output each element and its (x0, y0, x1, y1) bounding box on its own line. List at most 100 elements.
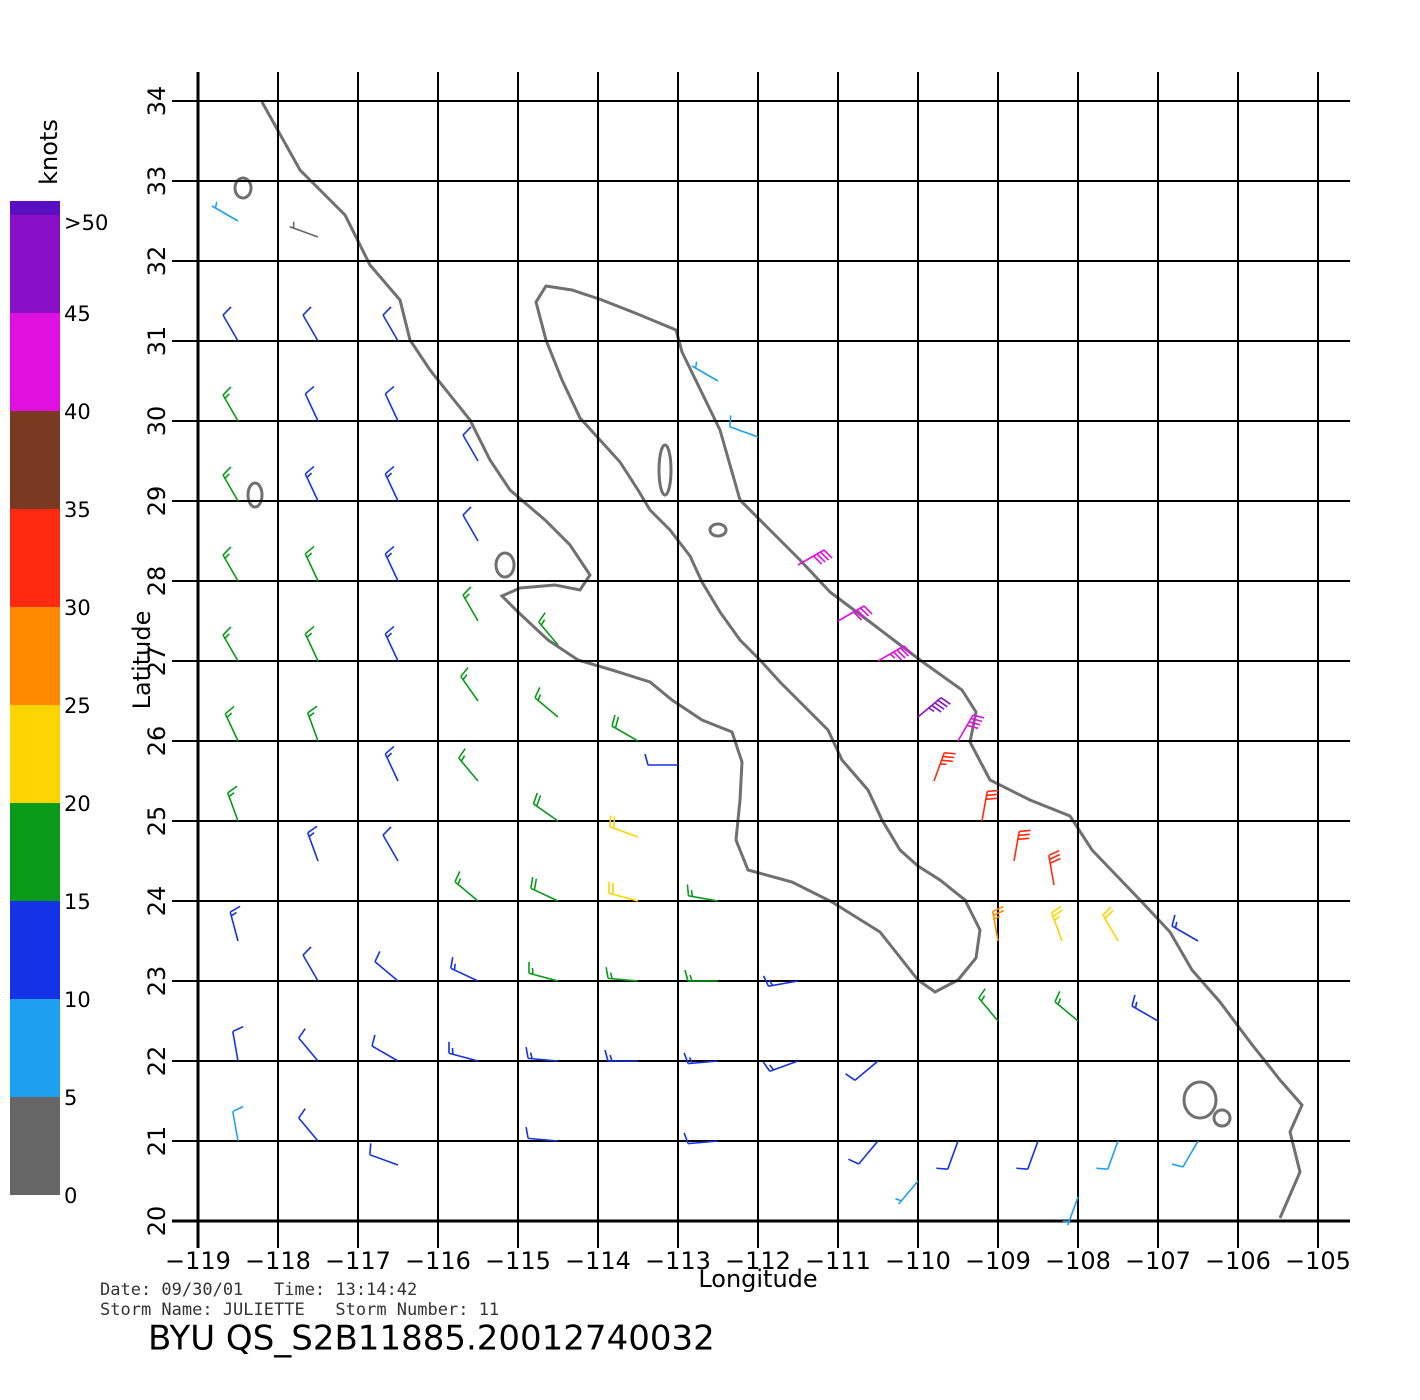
wind-barb (525, 1127, 559, 1142)
wind-barb (686, 884, 719, 902)
wind-barb (530, 876, 559, 902)
wind-barb (382, 306, 399, 342)
wind-barb (222, 306, 239, 342)
wind-barb (232, 1105, 244, 1142)
wind-barb (762, 1060, 799, 1073)
wind-barb (605, 967, 639, 982)
wind-barb (298, 1108, 319, 1142)
colorbar-bin (10, 803, 60, 901)
colorbar-title: knots (35, 119, 63, 185)
island (233, 176, 253, 200)
wind-barb (462, 586, 479, 622)
wind-barb (611, 714, 639, 742)
wind-barb (845, 1060, 879, 1081)
wind-barb (797, 549, 833, 566)
wind-barb (684, 969, 718, 982)
wind-barb (609, 815, 639, 838)
colorbar-tick-label: 15 (64, 890, 91, 914)
wind-barb (374, 951, 399, 982)
wind-barb (608, 881, 639, 902)
y-tick-label: 33 (143, 166, 171, 197)
wind-barb (224, 705, 239, 742)
wind-barb (222, 626, 239, 662)
y-tick-label: 29 (143, 486, 171, 517)
wind-barb (302, 306, 319, 342)
grid (172, 72, 1350, 1248)
island (246, 481, 264, 509)
wind-barb (604, 1049, 638, 1062)
wind-barb (992, 905, 1005, 942)
wind-barb (1096, 1140, 1119, 1170)
wind-barb (222, 546, 239, 582)
colorbar-tick-label: 10 (64, 988, 91, 1012)
y-tick-label: 27 (143, 646, 171, 677)
y-tick-label: 23 (143, 966, 171, 997)
colorbar-bin (10, 901, 60, 999)
y-tick-label: 28 (143, 566, 171, 597)
y-tick-label: 34 (143, 86, 171, 117)
storm-line: Storm Name: JULIETTE Storm Number: 11 (100, 1300, 499, 1320)
x-tick-label: −110 (885, 1247, 951, 1275)
wind-barb (298, 1028, 319, 1062)
island (1212, 1108, 1232, 1128)
x-tick-label: −115 (485, 1247, 551, 1275)
x-tick-label: −112 (725, 1247, 791, 1275)
wind-barb (304, 385, 319, 422)
x-tick-label: −116 (405, 1247, 471, 1275)
wind-barb (895, 1180, 919, 1205)
wind-barb (226, 785, 239, 822)
wind-barb (729, 415, 759, 438)
colorbar-tick-label: 25 (64, 694, 91, 718)
wind-barb (1054, 991, 1079, 1022)
y-tick-label: 32 (143, 246, 171, 277)
wind-barb (837, 605, 873, 622)
wind-barb (534, 687, 559, 718)
colorbar-tick-label: 35 (64, 498, 91, 522)
x-tick-label: −118 (245, 1247, 311, 1275)
island (657, 443, 673, 497)
wind-barb (384, 465, 399, 502)
colorbar-tick-label: 5 (64, 1086, 77, 1110)
x-axis-title: Longitude (698, 1265, 817, 1293)
wind-barb (211, 201, 239, 222)
wind-barb (462, 426, 479, 462)
wind-barb (683, 1052, 719, 1065)
wind-barb (957, 714, 985, 742)
y-tick-label: 21 (143, 1126, 171, 1157)
wind-barb (917, 697, 951, 718)
wind-barb (304, 625, 319, 662)
wind-barb (384, 385, 399, 422)
wind-barb (978, 988, 999, 1022)
y-tick-label: 25 (143, 806, 171, 837)
y-axis-title: Latitude (128, 611, 156, 710)
wind-barb (384, 625, 399, 662)
wind-barb (460, 667, 479, 702)
wind-barb (232, 1025, 244, 1062)
wind-barb (532, 792, 559, 822)
wind-barb (454, 871, 479, 902)
wind-barb (644, 753, 678, 766)
colorbar-bin (10, 1097, 60, 1195)
y-tick-label: 31 (143, 326, 171, 357)
x-tick-label: −109 (965, 1247, 1031, 1275)
x-tick-label: −111 (805, 1247, 871, 1275)
wind-barb (302, 946, 319, 982)
wind-barb (450, 956, 479, 982)
wind-barb (289, 221, 319, 238)
y-tick-label: 26 (143, 726, 171, 757)
island (1182, 1080, 1218, 1120)
x-tick-label: −113 (645, 1247, 711, 1275)
file-id: BYU QS_S2B11885.20012740032 (148, 1319, 715, 1359)
colorbar-bin (10, 201, 60, 215)
wind-barb (877, 645, 913, 662)
colorbar-tick-label: 20 (64, 792, 91, 816)
colorbar-bin (10, 215, 60, 313)
wind-barb (1102, 906, 1119, 942)
colorbar-bin (10, 313, 60, 411)
wind-barb (222, 386, 239, 422)
colorbar-tick-label: 30 (64, 596, 91, 620)
wind-barb (1048, 849, 1061, 886)
colorbar-tick-label: 40 (64, 400, 91, 424)
x-tick-label: −107 (1125, 1247, 1191, 1275)
